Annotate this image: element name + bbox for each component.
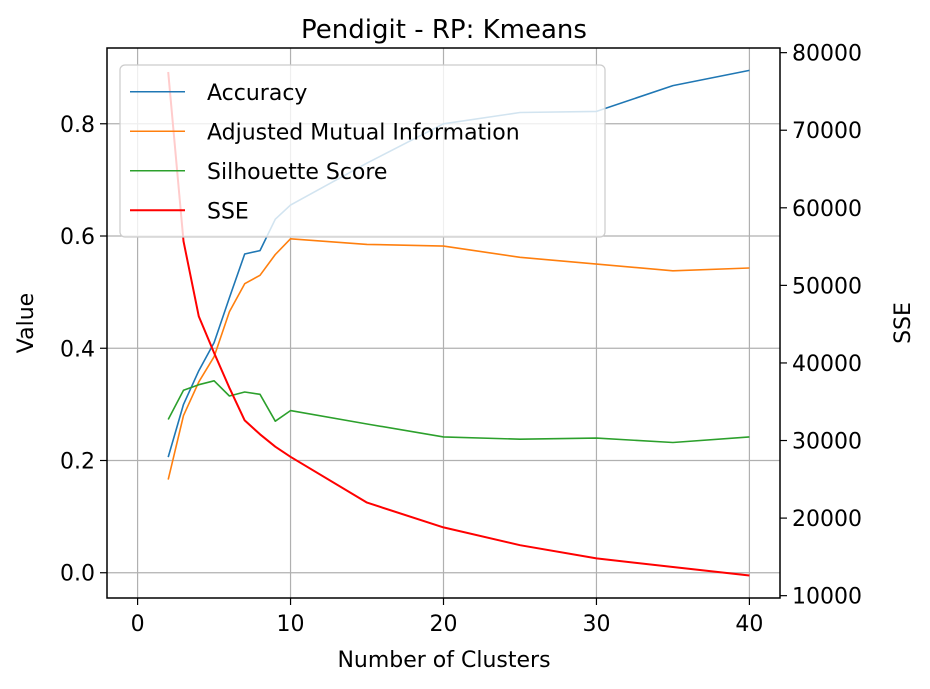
x-tick-label: 30 xyxy=(582,612,610,637)
x-tick-label: 0 xyxy=(131,612,145,637)
y-tick-label: 0.8 xyxy=(60,113,95,138)
legend-label-adjusted-mutual-information: Adjusted Mutual Information xyxy=(207,120,520,145)
legend-label-accuracy: Accuracy xyxy=(207,81,307,106)
x-axis-title: Number of Clusters xyxy=(337,648,550,673)
y2-tick-label: 50000 xyxy=(792,274,862,299)
series-line-silhouette-score xyxy=(167,379,750,444)
y2-tick-label: 10000 xyxy=(792,585,862,610)
y-tick-label: 0.0 xyxy=(60,562,95,587)
legend-label-silhouette-score: Silhouette Score xyxy=(207,160,387,185)
y2-tick-label: 30000 xyxy=(792,430,862,455)
legend-label-sse: SSE xyxy=(207,199,249,224)
y-tick-label: 0.2 xyxy=(60,450,95,475)
x-tick-label: 20 xyxy=(430,612,458,637)
chart-title: Pendigit - RP: Kmeans xyxy=(301,15,587,45)
y2-tick-label: 60000 xyxy=(792,197,862,222)
axes: 0 10 20 30 40 0.0 0.2 0.4 0.6 0.8 10000 20000 30000 4… xyxy=(60,42,862,637)
y2-tick-label: 40000 xyxy=(792,352,862,377)
y2-tick-label: 70000 xyxy=(792,119,862,144)
y-tick-label: 0.6 xyxy=(60,225,95,250)
series-line-adjusted-mutual-information xyxy=(167,238,750,480)
legend: Accuracy Adjusted Mutual Information Silho… xyxy=(119,64,606,238)
x-tick-label: 10 xyxy=(277,612,305,637)
y2-tick-label: 20000 xyxy=(792,507,862,532)
y2-tick-label: 80000 xyxy=(792,42,862,67)
y-axis-title: Value xyxy=(14,293,39,353)
y-tick-label: 0.4 xyxy=(60,337,95,362)
y2-axis-title: SSE xyxy=(891,302,916,344)
series-line-sse xyxy=(167,71,750,577)
x-tick-label: 40 xyxy=(735,612,763,637)
legend-box xyxy=(119,64,606,238)
